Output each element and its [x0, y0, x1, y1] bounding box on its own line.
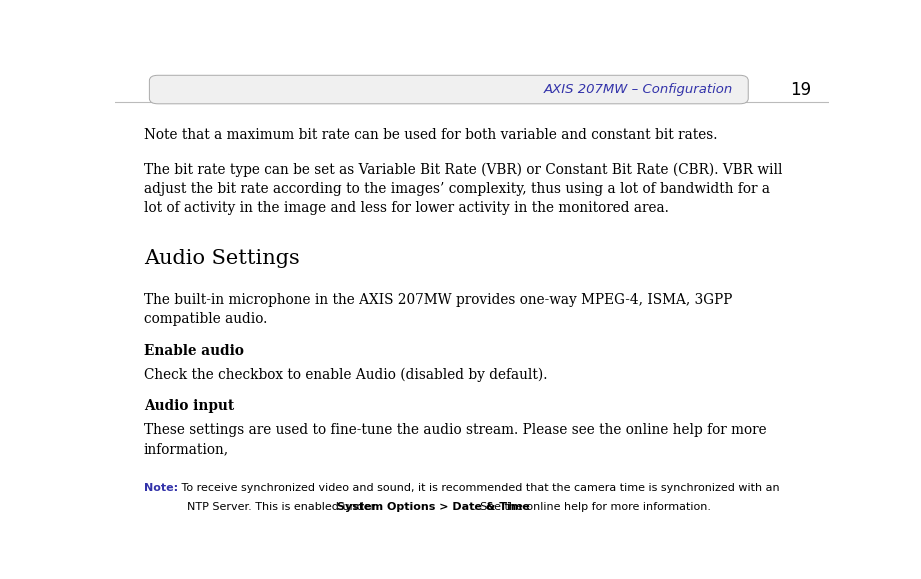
Text: The built-in microphone in the AXIS 207MW provides one-way MPEG-4, ISMA, 3GPP: The built-in microphone in the AXIS 207M…	[144, 293, 732, 307]
Text: These settings are used to fine-tune the audio stream. Please see the online hel: These settings are used to fine-tune the…	[144, 423, 766, 437]
Text: NTP Server. This is enabled under: NTP Server. This is enabled under	[186, 501, 379, 512]
Text: Audio Settings: Audio Settings	[144, 249, 299, 267]
Text: Note that a maximum bit rate can be used for both variable and constant bit rate: Note that a maximum bit rate can be used…	[144, 129, 717, 142]
Text: 19: 19	[790, 80, 811, 98]
Text: adjust the bit rate according to the images’ complexity, thus using a lot of ban: adjust the bit rate according to the ima…	[144, 182, 770, 196]
Text: Enable audio: Enable audio	[144, 344, 243, 358]
Text: . See the online help for more information.: . See the online help for more informati…	[472, 501, 711, 512]
Text: information,: information,	[144, 442, 228, 456]
Text: Audio input: Audio input	[144, 400, 234, 413]
FancyBboxPatch shape	[149, 75, 748, 104]
Text: Note:: Note:	[144, 483, 178, 493]
Text: The bit rate type can be set as Variable Bit Rate (VBR) or Constant Bit Rate (CB: The bit rate type can be set as Variable…	[144, 163, 782, 178]
Text: lot of activity in the image and less for lower activity in the monitored area.: lot of activity in the image and less fo…	[144, 201, 669, 215]
Text: AXIS 207MW – Configuration: AXIS 207MW – Configuration	[543, 83, 732, 96]
Text: compatible audio.: compatible audio.	[144, 312, 267, 326]
Text: Check the checkbox to enable Audio (disabled by default).: Check the checkbox to enable Audio (disa…	[144, 368, 547, 382]
Text: To receive synchronized video and sound, it is recommended that the camera time : To receive synchronized video and sound,…	[178, 483, 779, 493]
Text: System Options > Date & Time: System Options > Date & Time	[337, 501, 530, 512]
